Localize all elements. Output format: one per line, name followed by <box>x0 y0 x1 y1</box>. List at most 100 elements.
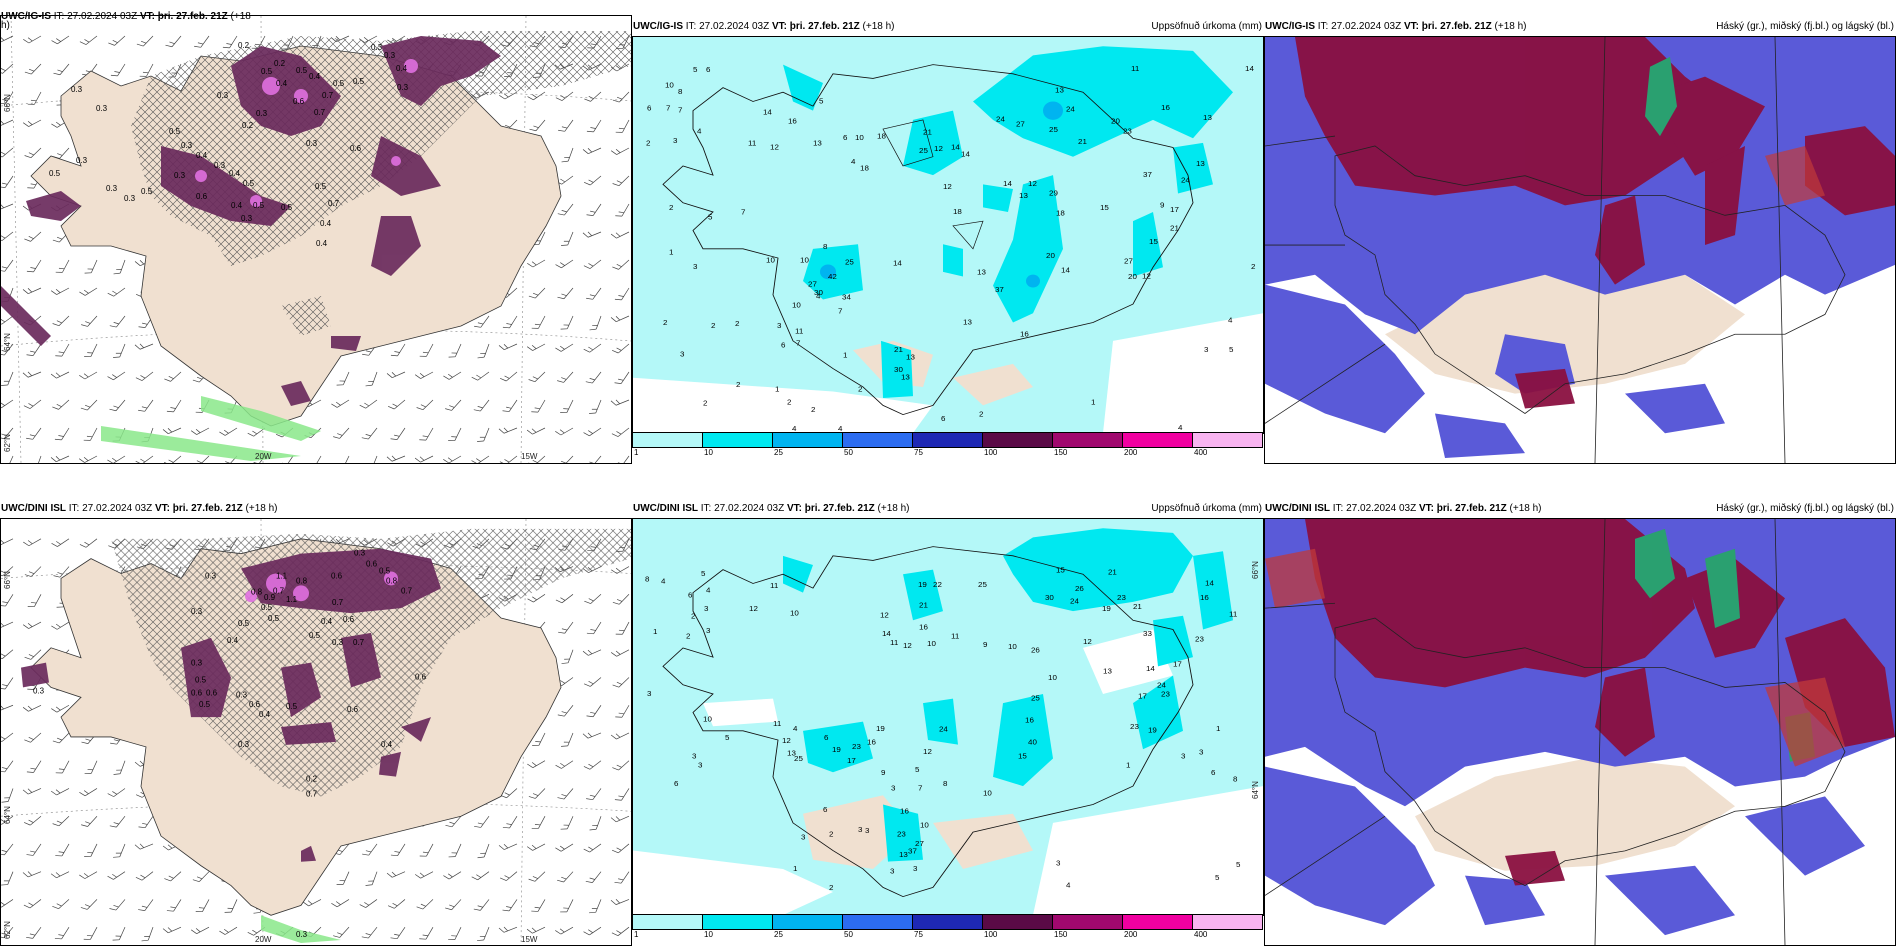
init-time: IT: 27.02.2024 03Z <box>1315 21 1404 32</box>
wind-barb <box>78 450 98 463</box>
wind-barb <box>80 811 98 830</box>
wind-barb <box>135 366 154 383</box>
wind-barb <box>1 839 14 858</box>
precip-value-label: 21 <box>1170 224 1179 233</box>
cloud-map <box>1265 519 1895 945</box>
model-name: UWC/DINI ISL <box>633 503 698 514</box>
wind-barb <box>585 867 602 886</box>
snow-heavy <box>245 571 398 603</box>
snow-value-label: 0.5 <box>296 66 308 75</box>
snow-value-label: 0.6 <box>249 700 261 709</box>
wind-barb <box>615 116 630 136</box>
precip-value-label: 2 <box>711 321 715 330</box>
precip-value-label: 3 <box>858 825 862 834</box>
wind-barb <box>135 866 154 883</box>
wind-barb <box>27 591 42 610</box>
wind-barb <box>583 838 602 855</box>
precip-value-label: 15 <box>1149 238 1158 247</box>
precip-value-label: 13 <box>813 139 822 148</box>
precip-value-label: 12 <box>749 604 758 613</box>
wind-barb <box>166 396 182 415</box>
wind-barb <box>614 701 630 721</box>
precip-value-label: 1 <box>653 627 657 636</box>
wind-barb <box>448 341 462 360</box>
wind-barb <box>1 256 14 275</box>
snow-value-label: 0.7 <box>322 91 334 100</box>
wind-barb <box>447 924 462 943</box>
snow-value-label: 0.3 <box>106 184 118 193</box>
wind-barb <box>24 59 42 77</box>
precip-value-label: 23 <box>1123 127 1132 136</box>
land-clear <box>1385 264 1745 394</box>
wind-barb <box>137 396 154 415</box>
precip-value-label: 12 <box>1028 179 1037 188</box>
precip-value-label: 1 <box>1126 761 1130 770</box>
snow-value-label: 0.5 <box>261 67 273 76</box>
colorbar-tick-label: 200 <box>1124 448 1138 457</box>
snow-value-label: 0.3 <box>371 43 383 52</box>
wind-barb <box>386 450 406 463</box>
precip-value-label: 20 <box>1111 117 1120 126</box>
wind-barb <box>109 812 126 830</box>
snow-value-label: 0.5 <box>195 675 207 684</box>
colorbar-tick-label: 50 <box>844 930 853 939</box>
wind-barb <box>22 114 42 129</box>
wind-barb <box>107 366 126 382</box>
precip-value-label: 3 <box>1056 859 1060 868</box>
precip-value-label: 10 <box>855 133 864 142</box>
lon-label-20w: 20W <box>255 935 272 944</box>
precip-value-label: 12 <box>1083 638 1092 647</box>
wind-barb <box>108 31 126 48</box>
wind-barb <box>1 894 14 910</box>
wind-barb <box>526 422 546 436</box>
snow-value-label: 0.2 <box>242 121 254 130</box>
precip-value-label: 27 <box>1124 257 1133 266</box>
wind-barb <box>471 366 490 383</box>
snow-value-label: 0.5 <box>49 169 61 178</box>
colorbar-tick-label: 400 <box>1194 930 1208 939</box>
wind-barb <box>610 893 630 907</box>
wind-barb <box>1 394 14 410</box>
snow-amount-labels: 0.2 0.30.30.40.20.50.40.50.4 0.50.30.50.70… <box>49 41 409 248</box>
valid-time: VT: þri. 27.feb. 21Z <box>786 503 875 514</box>
snow-value-label: 0.6 <box>196 192 208 201</box>
wind-barb <box>52 728 70 746</box>
wind-barb <box>83 840 98 860</box>
header-wrap-h: h) <box>1 20 10 31</box>
wind-barb <box>557 199 574 218</box>
wind-barb <box>477 841 490 861</box>
wind-barb <box>561 145 574 165</box>
snow-value-label: 0.4 <box>227 636 239 645</box>
precip-value-label: 3 <box>693 262 697 271</box>
precip-value-label: 14 <box>763 108 773 117</box>
precip-value-label: 3 <box>698 761 702 770</box>
panel-header: UWC/DINI ISL IT: 27.02.2024 03Z VT: þri.… <box>632 500 1264 518</box>
precip-value-label: 7 <box>918 784 922 793</box>
map-area: 5 6 10 8 6 7 7 2 3 4 14 11 12 16 13 5 6 4 10 18 18 25 12 21 14 14… <box>632 36 1264 434</box>
wind-barb <box>612 87 630 105</box>
wind-barb <box>109 395 126 414</box>
wind-barb <box>585 451 602 463</box>
snow-value-label: 0.5 <box>268 614 280 623</box>
wind-barb <box>83 924 98 943</box>
wind-barb <box>610 727 630 741</box>
wind-barb <box>586 116 602 135</box>
precip-value-label: 27 <box>1016 120 1025 129</box>
precip-value-label: 13 <box>1103 667 1112 676</box>
precip-value-label: 16 <box>1025 716 1034 725</box>
wind-barb <box>386 366 406 380</box>
wind-barb <box>1 644 14 661</box>
wind-barb <box>22 30 42 45</box>
precip-value-label: 6 <box>843 133 847 142</box>
precip-value-label: 12 <box>934 144 943 153</box>
precip-value-label: 2 <box>811 405 815 414</box>
precip-value-label: 12 <box>770 143 779 152</box>
precip-value-label: 4 <box>1178 424 1183 433</box>
precip-value-label: 10 <box>790 609 799 618</box>
precip-value-label: 5 <box>725 733 729 742</box>
wind-barb <box>112 341 126 361</box>
wind-barb <box>224 896 238 916</box>
precip-value-label: 6 <box>688 591 692 600</box>
precip-value-label: 21 <box>1108 568 1117 577</box>
precip-value-label: 10 <box>983 789 992 798</box>
